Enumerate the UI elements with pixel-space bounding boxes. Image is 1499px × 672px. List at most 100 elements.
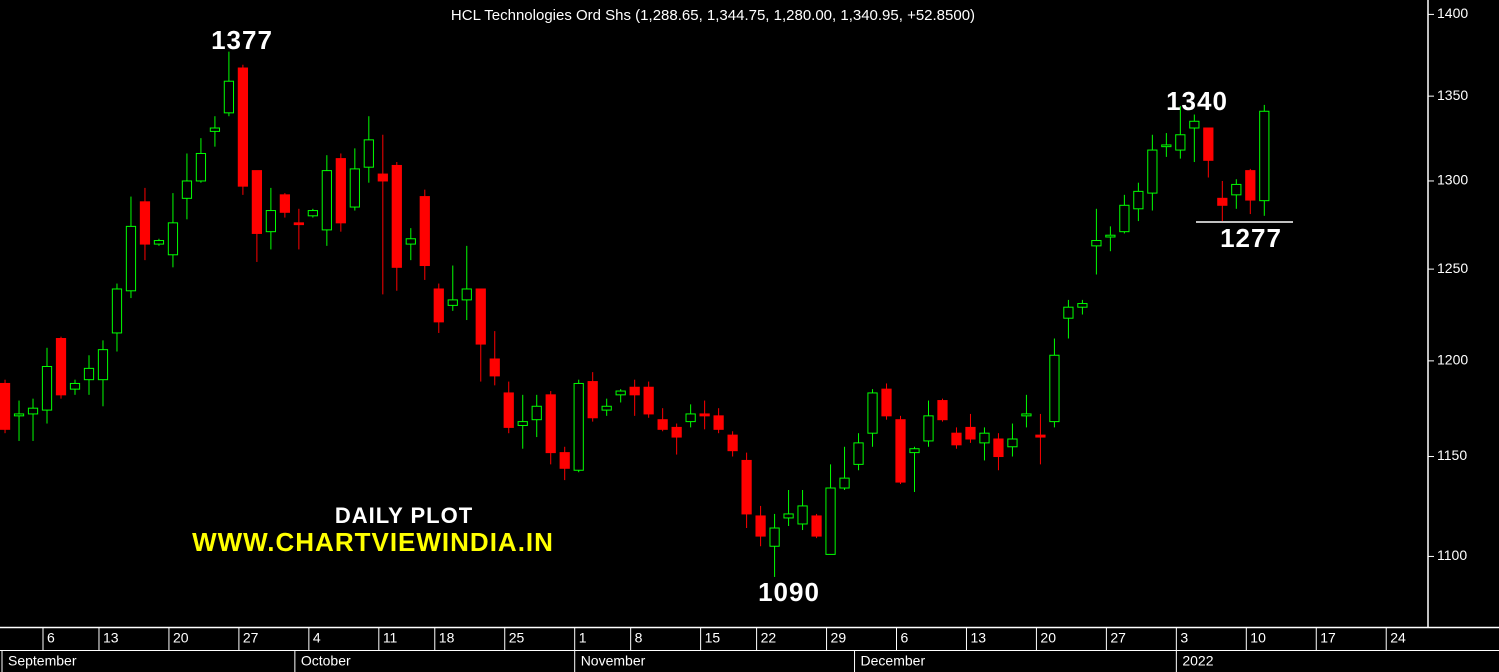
- candle-body: [293, 222, 304, 226]
- candle-body: [783, 513, 794, 519]
- x-tick-label: 22: [761, 630, 777, 646]
- y-tick-label: 1400: [1437, 5, 1468, 21]
- candle-body: [601, 405, 612, 411]
- x-tick-label: 3: [1180, 630, 1188, 646]
- candle-body: [1259, 110, 1270, 202]
- x-tick-label: 8: [635, 630, 643, 646]
- y-tick-label: 1150: [1437, 447, 1467, 463]
- candle-body: [167, 222, 179, 256]
- y-tick-label: 1200: [1437, 352, 1468, 368]
- x-tick-label: 6: [901, 630, 909, 646]
- x-tick-label: 27: [1110, 630, 1126, 646]
- month-label: 2022: [1182, 653, 1213, 669]
- candle-body: [111, 288, 123, 334]
- annotation: DAILY PLOT: [335, 503, 473, 528]
- candle-body: [55, 338, 67, 396]
- y-tick-label: 1250: [1437, 260, 1468, 276]
- candle-body: [279, 194, 290, 213]
- candle-body: [1049, 354, 1060, 423]
- candle-body: [1189, 120, 1200, 129]
- candle-body: [251, 170, 263, 234]
- x-tick-label: 20: [173, 630, 189, 646]
- candle-body: [923, 415, 934, 442]
- x-tick-label: 17: [1320, 630, 1336, 646]
- candle-body: [713, 415, 724, 430]
- candle-body: [13, 413, 25, 417]
- candle-body: [69, 382, 81, 390]
- candle-body: [1007, 438, 1018, 448]
- candle-body: [153, 240, 165, 245]
- candle-body: [937, 400, 948, 421]
- month-label: December: [861, 653, 926, 669]
- candle-body: [1119, 204, 1130, 233]
- x-tick-label: 6: [47, 630, 55, 646]
- candle-body: [671, 426, 682, 438]
- candle-body: [629, 386, 640, 396]
- candle-body: [405, 238, 416, 245]
- candle-body: [1021, 413, 1032, 417]
- candle-body: [209, 127, 221, 132]
- candle-body: [1175, 134, 1186, 151]
- candle-body: [447, 299, 458, 306]
- candle-body: [139, 201, 151, 245]
- candle-body: [657, 419, 668, 430]
- candle-body: [1105, 234, 1116, 238]
- candle-body: [27, 407, 39, 415]
- candle-body: [1077, 303, 1088, 308]
- candle-body: [825, 487, 836, 555]
- candle-body: [0, 382, 11, 430]
- x-tick-label: 20: [1040, 630, 1056, 646]
- candle-body: [573, 382, 584, 471]
- x-tick-label: 29: [831, 630, 847, 646]
- candle-body: [237, 67, 249, 187]
- candle-body: [391, 164, 402, 268]
- x-tick-label: 4: [313, 630, 321, 646]
- y-tick-label: 1100: [1437, 547, 1467, 563]
- candle-body: [993, 438, 1004, 458]
- candle-body: [125, 225, 137, 292]
- candle-body: [587, 381, 598, 419]
- candle-body: [1203, 127, 1214, 161]
- candle-body: [349, 168, 360, 208]
- candle-body: [475, 288, 486, 345]
- candle-body: [755, 515, 766, 537]
- candle-body: [1161, 144, 1172, 148]
- x-tick-label: 27: [243, 630, 259, 646]
- candle-body: [531, 405, 542, 421]
- candle-body: [433, 288, 444, 323]
- y-tick-label: 1350: [1437, 87, 1468, 103]
- candle-body: [895, 419, 906, 483]
- candle-body: [545, 394, 556, 454]
- x-tick-label: 13: [103, 630, 119, 646]
- candle-body: [265, 210, 276, 233]
- annotation: 1340: [1166, 86, 1228, 116]
- candle-body: [769, 527, 780, 547]
- annotation: 1090: [758, 577, 820, 607]
- candle-body: [867, 392, 878, 434]
- candle-body: [1147, 149, 1158, 194]
- candle-body: [321, 170, 332, 231]
- x-tick-label: 13: [970, 630, 986, 646]
- candle-body: [83, 367, 95, 381]
- candle-body: [1231, 183, 1242, 196]
- candle-body: [1217, 197, 1228, 206]
- x-tick-label: 1: [579, 630, 587, 646]
- annotation: 1377: [211, 25, 273, 55]
- candle-body: [1245, 170, 1256, 201]
- candle-body: [223, 80, 235, 114]
- candle-body: [741, 459, 752, 515]
- annotation: 1277: [1220, 223, 1282, 253]
- candle-body: [489, 358, 500, 377]
- candle-body: [979, 432, 990, 444]
- annotation: WWW.CHARTVIEWINDIA.IN: [192, 527, 554, 557]
- candle-body: [811, 515, 822, 537]
- candle-body: [461, 288, 472, 301]
- x-tick-label: 24: [1390, 630, 1406, 646]
- month-label: September: [8, 653, 77, 669]
- chart-title: HCL Technologies Ord Shs (1,288.65, 1,34…: [451, 7, 975, 24]
- x-tick-label: 10: [1250, 630, 1266, 646]
- candle-body: [853, 442, 864, 465]
- candle-body: [503, 392, 514, 428]
